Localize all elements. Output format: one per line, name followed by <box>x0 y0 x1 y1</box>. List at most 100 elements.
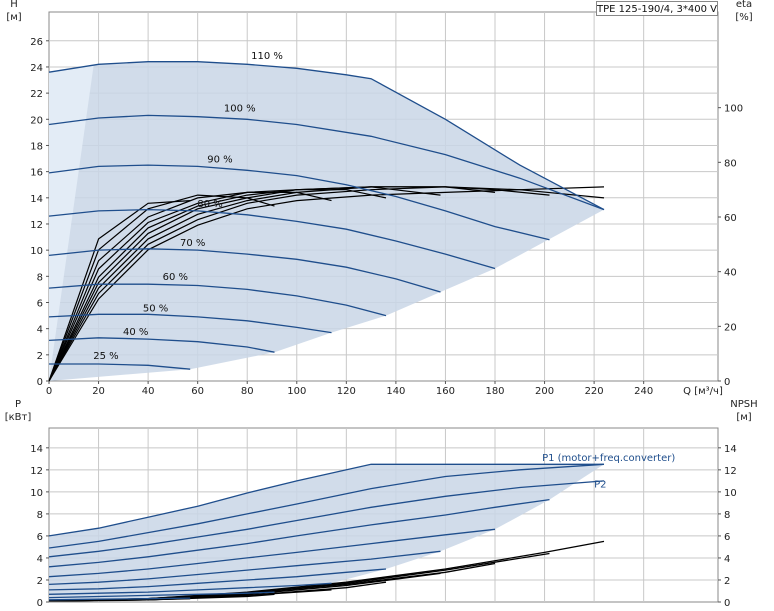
y2-tick-label: 10 <box>724 488 737 499</box>
y-tick-label: 22 <box>30 89 43 100</box>
y-tick-label: 6 <box>37 298 43 309</box>
y2-tick-label: 100 <box>724 104 743 115</box>
series-label: 40 % <box>123 327 148 338</box>
series-line <box>48 498 550 568</box>
series-line <box>48 114 605 211</box>
x-tick-label: 20 <box>92 386 105 397</box>
y-tick-label: 6 <box>37 532 43 543</box>
y-tick-label: 24 <box>30 63 43 74</box>
series-line <box>48 591 275 599</box>
series-line <box>48 582 332 595</box>
series-line <box>48 550 441 586</box>
y2-tick-label: 12 <box>724 466 737 477</box>
series-line <box>48 568 387 591</box>
y-tick-label: 2 <box>37 351 43 362</box>
y2-tick-label: 2 <box>724 576 730 587</box>
y-tick-label: 4 <box>37 554 43 565</box>
y-tick-label: 10 <box>30 246 43 257</box>
y-tick-label: 2 <box>37 576 43 587</box>
head-panel: 110 % 100 % 90 % 80 % 70 % 60 % 50 % 40 % 25 % 0 2… <box>6 0 752 397</box>
y-axis-unit: [кВт] <box>5 412 32 423</box>
x-tick-label: 80 <box>241 386 254 397</box>
x-tick-label: 40 <box>142 386 155 397</box>
efficiency-curve <box>48 186 550 382</box>
series-label: 25 % <box>93 351 118 362</box>
x-tick-label: 180 <box>485 386 504 397</box>
y2-tick-label: 4 <box>724 554 730 565</box>
x-axis-label: Q [м³/ч] <box>683 386 723 397</box>
series-label: 60 % <box>163 272 188 283</box>
x-tick-label: 60 <box>191 386 204 397</box>
y-tick-label: 12 <box>30 220 43 231</box>
y-tick-label: 26 <box>30 37 43 48</box>
efficiency-curve <box>48 186 605 382</box>
y2-tick-label: 20 <box>724 322 737 333</box>
y2-axis-unit: [%] <box>735 12 752 23</box>
y2-tick-label: 40 <box>724 268 737 279</box>
x-tick-label: 100 <box>287 386 306 397</box>
y-axis-label: H <box>10 0 18 10</box>
series-label: P1 (motor+freq.converter) <box>542 453 675 464</box>
y2-tick-label: 80 <box>724 158 737 169</box>
y-tick-label: 14 <box>30 444 43 455</box>
efficiency-curve <box>48 200 191 382</box>
series-line <box>48 164 550 241</box>
y-tick-label: 4 <box>37 325 43 336</box>
y2-axis-label: eta <box>736 0 752 10</box>
y-tick-label: 16 <box>30 168 43 179</box>
min-flow-region <box>49 65 94 381</box>
series-line <box>48 61 605 211</box>
y-axis-label: P <box>15 399 21 410</box>
y-tick-label: 12 <box>30 466 43 477</box>
series-label: 90 % <box>207 154 232 165</box>
y2-tick-label: 8 <box>724 510 730 521</box>
series-line <box>48 528 496 578</box>
y2-tick-label: 0 <box>724 377 730 388</box>
series-label: 100 % <box>224 103 256 114</box>
y-axis-unit: [м] <box>6 12 21 23</box>
y2-tick-label: 6 <box>724 532 730 543</box>
series-line <box>48 597 191 601</box>
y-tick-label: 20 <box>30 115 43 126</box>
x-tick-label: 220 <box>585 386 604 397</box>
y-tick-label: 18 <box>30 141 43 152</box>
power-panel: P1 (motor+freq.converter) P2 0 2 4 6 8 10 12 14 0 2… <box>5 399 758 609</box>
series-line <box>49 363 191 370</box>
x-tick-label: 0 <box>46 386 52 397</box>
y2-tick-label: 14 <box>724 444 737 455</box>
series-label: 70 % <box>180 238 205 249</box>
y-tick-label: 8 <box>37 510 43 521</box>
x-tick-label: 120 <box>337 386 356 397</box>
series-label: 110 % <box>251 51 283 62</box>
operating-region <box>49 61 604 381</box>
x-tick-label: 200 <box>535 386 554 397</box>
series-label: 80 % <box>197 199 222 210</box>
series-line <box>48 463 604 537</box>
series-label: P2 <box>594 479 606 490</box>
y-tick-label: 10 <box>30 488 43 499</box>
series-line <box>48 313 332 334</box>
x-tick-label: 140 <box>386 386 405 397</box>
series-line <box>48 283 387 317</box>
npsh-curve <box>48 598 191 602</box>
series-line <box>48 248 441 293</box>
y-tick-label: 0 <box>37 377 43 388</box>
x-tick-label: 160 <box>436 386 455 397</box>
efficiency-curve <box>48 191 332 382</box>
y-tick-label: 0 <box>37 598 43 609</box>
series-line <box>48 208 496 270</box>
series-label: 50 % <box>143 304 168 315</box>
y2-axis-label: NPSH <box>730 399 757 410</box>
efficiency-curve <box>48 189 387 382</box>
series-line <box>48 463 605 549</box>
series-line <box>48 337 275 353</box>
series-line <box>48 480 605 558</box>
y2-axis-unit: [м] <box>736 412 751 423</box>
chart-title: TPE 125-190/4, 3*400 V <box>596 1 718 16</box>
y-tick-label: 8 <box>37 272 43 283</box>
y2-tick-label: 60 <box>724 213 737 224</box>
y-tick-label: 14 <box>30 194 43 205</box>
y2-tick-label: 0 <box>724 598 730 609</box>
x-tick-label: 240 <box>634 386 653 397</box>
